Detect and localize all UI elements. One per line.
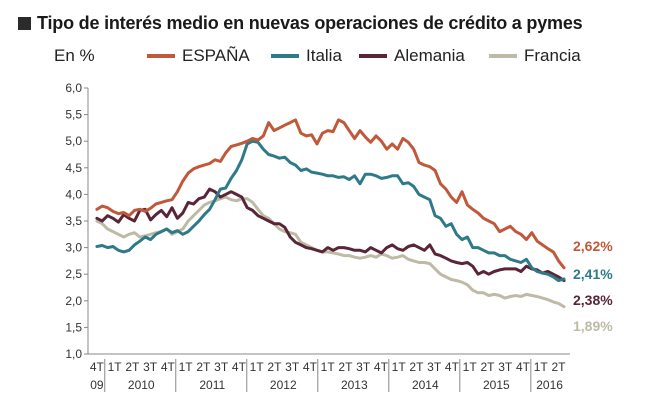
- x-year-label: 2015: [483, 378, 510, 392]
- x-quarter-label: 4T: [303, 360, 318, 374]
- x-quarter-label: 1T: [108, 360, 123, 374]
- y-tick-label: 5,0: [65, 134, 82, 148]
- x-year-label: 2014: [412, 378, 439, 392]
- end-value-label-alemania: 2,38%: [573, 292, 613, 308]
- y-tick-label: 1,0: [65, 347, 82, 361]
- y-tick-label: 6,0: [65, 81, 82, 95]
- x-year-label: 2012: [270, 378, 297, 392]
- legend-swatch-italia: [271, 54, 299, 58]
- x-quarter-label: 3T: [143, 360, 158, 374]
- x-quarter-label: 1T: [534, 360, 549, 374]
- x-year-label: 09: [90, 378, 104, 392]
- series-line-italia: [95, 139, 566, 283]
- y-tick-label: 4,0: [65, 187, 82, 201]
- y-tick-label: 3,5: [65, 214, 82, 228]
- x-quarter-label: 1T: [179, 360, 194, 374]
- legend: ESPAÑA Italia Alemania Francia: [0, 46, 664, 70]
- x-quarter-label: 1T: [463, 360, 478, 374]
- legend-item-francia: Francia: [489, 46, 581, 66]
- end-value-label-francia: 1,89%: [573, 318, 613, 334]
- x-year-label: 2010: [128, 378, 155, 392]
- x-quarter-label: 2T: [125, 360, 140, 374]
- x-year-label: 2013: [341, 378, 368, 392]
- x-quarter-label: 4T: [232, 360, 247, 374]
- x-quarter-label: 3T: [427, 360, 442, 374]
- x-quarter-label: 4T: [516, 360, 531, 374]
- legend-item-italia: Italia: [271, 46, 342, 66]
- series-line-espana: [95, 118, 566, 270]
- end-value-label-espana: 2,62%: [573, 238, 613, 254]
- end-value-label-italia: 2,41%: [573, 266, 613, 282]
- x-quarter-label: 4T: [445, 360, 460, 374]
- x-year-label: 2016: [536, 378, 563, 392]
- x-quarter-label: 3T: [498, 360, 513, 374]
- x-quarter-label: 4T: [161, 360, 176, 374]
- legend-label-espana: ESPAÑA: [182, 46, 250, 65]
- x-quarter-label: 1T: [321, 360, 336, 374]
- legend-label-francia: Francia: [524, 46, 581, 65]
- y-tick-label: 2,0: [65, 294, 82, 308]
- x-quarter-label: 2T: [409, 360, 424, 374]
- x-quarter-label: 2T: [196, 360, 211, 374]
- chart-title: Tipo de interés medio en nuevas operacio…: [37, 12, 583, 33]
- x-quarter-label: 2T: [480, 360, 495, 374]
- y-tick-label: 4,5: [65, 161, 82, 175]
- x-quarter-label: 1T: [250, 360, 265, 374]
- x-quarter-label: 1T: [392, 360, 407, 374]
- title-square-marker: [18, 16, 31, 30]
- x-quarter-label: 4T: [374, 360, 389, 374]
- legend-swatch-alemania: [359, 54, 387, 58]
- x-quarter-label: 2T: [267, 360, 282, 374]
- y-tick-label: 3,0: [65, 241, 82, 255]
- legend-swatch-espana: [147, 54, 175, 58]
- legend-item-alemania: Alemania: [359, 46, 465, 66]
- legend-swatch-francia: [489, 54, 517, 58]
- series-line-alemania: [95, 187, 566, 283]
- x-year-label: 2011: [199, 378, 225, 392]
- x-quarter-label: 3T: [285, 360, 300, 374]
- y-unit-label: En %: [54, 46, 95, 65]
- y-tick-label: 5,5: [65, 108, 82, 122]
- x-quarter-label: 4T: [90, 360, 105, 374]
- chart-title-row: Tipo de interés medio en nuevas operacio…: [18, 10, 583, 36]
- legend-item-espana: ESPAÑA: [147, 46, 250, 66]
- legend-label-italia: Italia: [306, 46, 342, 65]
- x-quarter-label: 3T: [356, 360, 371, 374]
- x-quarter-label: 2T: [338, 360, 353, 374]
- x-quarter-label: 2T: [551, 360, 566, 374]
- y-tick-label: 1,5: [65, 320, 82, 334]
- x-quarter-label: 3T: [214, 360, 229, 374]
- y-tick-label: 2,5: [65, 267, 82, 281]
- legend-label-alemania: Alemania: [394, 46, 465, 65]
